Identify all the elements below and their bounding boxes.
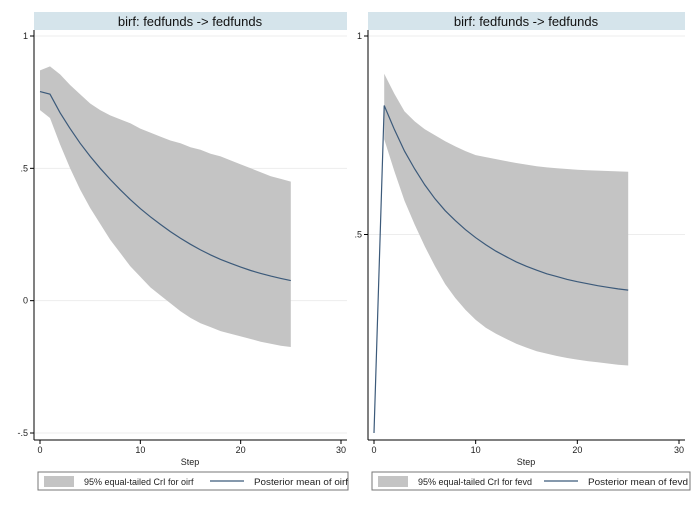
legend-band-swatch: [378, 476, 408, 487]
x-tick-label: 0: [37, 445, 42, 455]
y-tick-label: 0: [23, 296, 28, 306]
legend-line-label: Posterior mean of oirf: [254, 477, 349, 487]
mean-line-group: [373, 105, 629, 434]
crI-band-group: [40, 66, 291, 348]
y-tick-label: -.5: [17, 428, 28, 438]
crI-band: [40, 66, 291, 348]
crI-band: [384, 73, 629, 366]
panel-title: birf: fedfunds -> fedfunds: [454, 14, 599, 29]
panel-oirf: birf: fedfunds -> fedfunds -.50.510 10 20 3…: [17, 12, 349, 491]
axes: -.50.510 10 20 30: [17, 30, 347, 455]
x-tick-label: 30: [336, 445, 346, 455]
x-axis-title: Step: [517, 457, 536, 467]
y-tick-label: 1: [23, 31, 28, 41]
x-tick-label: 10: [135, 445, 145, 455]
legend-band-swatch: [44, 476, 74, 487]
x-tick-label: 20: [236, 445, 246, 455]
panel-title-bar: [368, 12, 685, 30]
panel-title: birf: fedfunds -> fedfunds: [118, 14, 263, 29]
x-tick-label: 20: [572, 445, 582, 455]
legend-box: [37, 471, 349, 491]
axes: .510 10 20 30: [354, 30, 685, 455]
panel-title-bar: [34, 12, 347, 30]
legend-box: [371, 471, 691, 491]
x-tick-label: 0: [371, 445, 376, 455]
x-tick-label: 10: [471, 445, 481, 455]
x-tick-label: 30: [674, 445, 684, 455]
posterior-mean-line: [373, 105, 629, 434]
y-tick-label: .5: [20, 163, 28, 173]
legend-band-label: 95% equal-tailed CrI for fevd: [418, 477, 532, 487]
posterior-mean-line: [39, 91, 291, 282]
legend-line-label: Posterior mean of fevd: [588, 477, 688, 487]
y-tick-label: 1: [357, 31, 362, 41]
legend: 95% equal-tailed CrI for fevd Posterior …: [371, 471, 691, 491]
panel-fevd: birf: fedfunds -> fedfunds .510 10 20 30 St…: [354, 12, 691, 491]
y-tick-label: .5: [354, 230, 362, 240]
x-axis-title: Step: [181, 457, 200, 467]
crI-band-group: [384, 73, 629, 366]
legend: 95% equal-tailed CrI for oirf Posterior …: [37, 471, 349, 491]
legend-band-label: 95% equal-tailed CrI for oirf: [84, 477, 194, 487]
mean-line-group: [39, 91, 291, 282]
